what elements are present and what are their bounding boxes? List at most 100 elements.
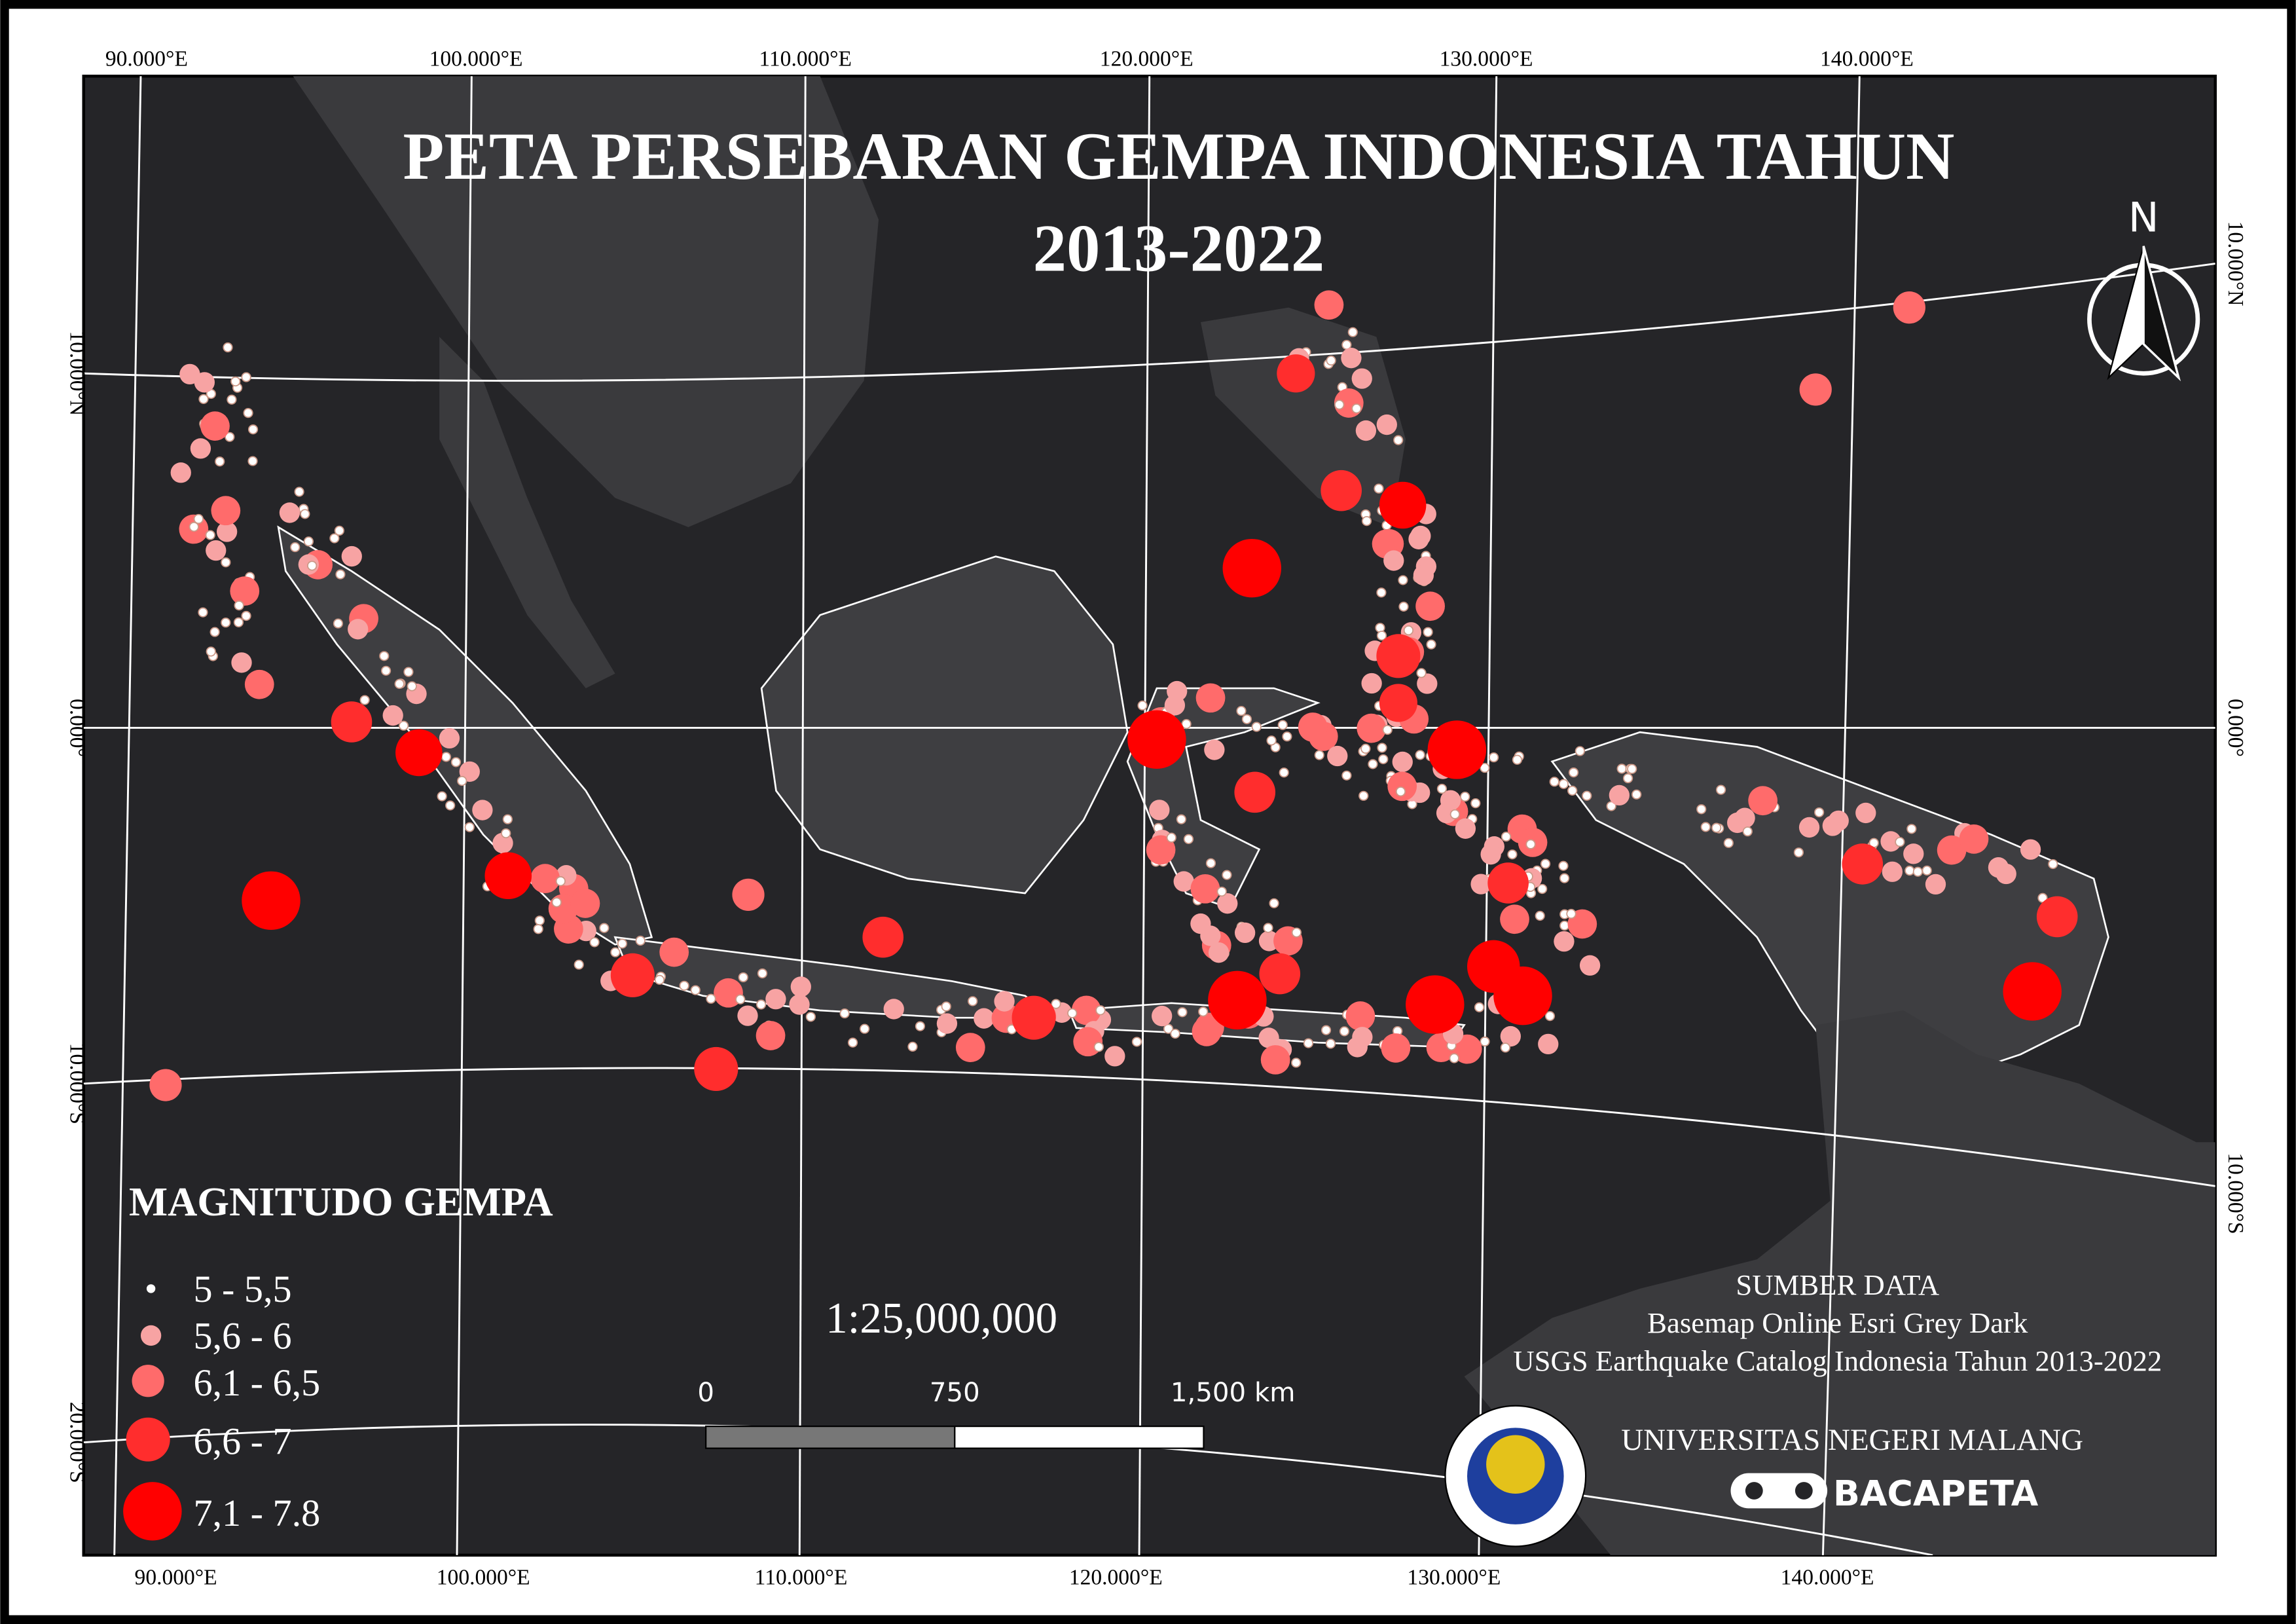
quake-dot: [1727, 812, 1748, 834]
quake-dot: [1067, 1008, 1078, 1018]
quake-dot: [1413, 564, 1434, 586]
quake-dot: [1480, 762, 1490, 773]
quake-dot: [300, 509, 310, 519]
quake-dot: [1327, 745, 1348, 767]
legend-symbol: [146, 1284, 156, 1293]
quake-dot: [1222, 538, 1281, 598]
quake-dot: [551, 897, 562, 908]
quake-dot: [1549, 777, 1559, 787]
quake-dot: [247, 424, 259, 435]
bottom-label: 110.000°E: [755, 1566, 848, 1590]
quake-dot: [735, 994, 746, 1005]
scale-bar: 1:25,000,000 0 750 1,500 km: [697, 1293, 1295, 1449]
quake-dot: [1937, 835, 1967, 865]
quake-dot: [1198, 1006, 1209, 1017]
left-label: 0.000°: [65, 699, 90, 757]
parallel: [83, 263, 2215, 382]
quake-dot: [968, 996, 978, 1006]
quake-dot: [216, 521, 238, 542]
quake-dot: [1298, 712, 1328, 742]
quake-dot: [1393, 435, 1404, 445]
logo-shape: [1730, 1473, 1828, 1509]
quake-dot: [1559, 873, 1570, 883]
quake-dot: [1093, 1042, 1104, 1052]
quake-dot: [1487, 862, 1529, 904]
quake-dot: [659, 937, 689, 967]
source-title: SUMBER DATA: [1736, 1268, 1939, 1301]
quake-dot: [193, 513, 204, 525]
quake-dot: [530, 864, 560, 893]
quake-dot: [437, 791, 447, 802]
quake-dot: [1376, 631, 1387, 641]
quake-dot: [1696, 804, 1707, 815]
quake-dot: [445, 800, 456, 811]
scale-ratio: 1:25,000,000: [826, 1293, 1057, 1342]
quake-dot: [1540, 858, 1551, 869]
quake-dot: [883, 999, 904, 1020]
quake-dot: [2036, 896, 2078, 938]
parallel: [83, 1067, 2215, 1187]
quake-dot: [1241, 714, 1252, 724]
quake-dot: [1455, 818, 1476, 839]
quake-dot: [439, 728, 460, 749]
quake-dot: [1855, 802, 1876, 824]
quake-dot: [331, 701, 373, 743]
quake-dot: [847, 1037, 858, 1048]
quake-dot: [227, 394, 237, 405]
quake-dot: [1277, 720, 1288, 730]
quake-dot: [307, 561, 318, 571]
quake-dot: [1842, 843, 1884, 885]
quake-dot: [403, 667, 414, 677]
quake-dot: [1568, 767, 1579, 778]
quake-dot: [1449, 1053, 1459, 1063]
quake-dot: [1627, 764, 1637, 774]
meridian: [798, 76, 807, 1555]
quake-dot: [1291, 927, 1302, 938]
quake-dot: [1190, 913, 1211, 934]
quake-dot: [1566, 908, 1576, 919]
quake-dot: [534, 915, 545, 926]
quake-dot: [1251, 722, 1262, 732]
quake-dot: [654, 974, 665, 985]
quake-dot: [1011, 995, 1056, 1040]
quake-dot: [1282, 731, 1292, 742]
quake-dot: [1164, 695, 1186, 716]
quake-dot: [994, 991, 1015, 1012]
bottom-label: 90.000°E: [135, 1566, 217, 1590]
quake-dot: [860, 1024, 870, 1034]
quake-dot: [211, 496, 241, 526]
quake-dot: [1351, 368, 1372, 389]
quake-dot: [706, 993, 716, 1004]
logo-eye: [1745, 1482, 1763, 1500]
quake-dot: [1544, 1011, 1556, 1022]
top-label: 90.000°E: [105, 47, 188, 71]
quake-dot: [2048, 858, 2058, 870]
quake-dot: [1500, 1025, 1521, 1047]
quake-dot: [555, 876, 566, 887]
quake-dot: [341, 545, 362, 567]
quake-dot: [1387, 771, 1417, 802]
right-label: 10.000°N: [2223, 221, 2248, 306]
quake-dot: [1236, 705, 1247, 716]
quake-dot: [1279, 767, 1289, 778]
quake-dot: [380, 665, 392, 676]
left-label: 10.000°S: [65, 1043, 90, 1124]
quake-dot: [348, 619, 369, 640]
quake-dot: [1959, 824, 1989, 854]
quake-dot: [1622, 773, 1633, 784]
quake-dot: [574, 959, 584, 970]
quake-dot: [1137, 700, 1148, 710]
quake-dot: [206, 540, 227, 561]
quake-dot: [394, 678, 405, 689]
quake-dot: [359, 695, 370, 705]
quake-dot: [1378, 754, 1389, 765]
quake-dot: [1416, 668, 1427, 678]
quake-dot: [198, 607, 208, 618]
quake-dot: [1377, 743, 1387, 753]
quake-dot: [200, 411, 230, 441]
scale-segment: [954, 1425, 1205, 1449]
quake-dot: [1895, 837, 1905, 847]
quake-dot: [1609, 784, 1630, 806]
bottom-label: 120.000°E: [1069, 1566, 1163, 1590]
